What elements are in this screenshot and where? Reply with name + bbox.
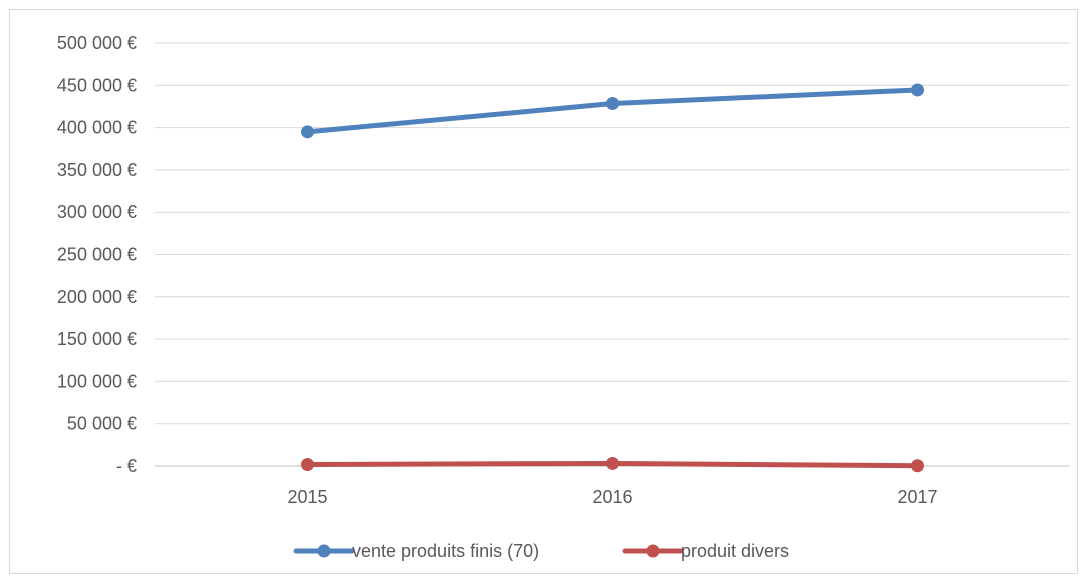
data-point: [606, 96, 619, 110]
x-axis-tick-labels: 2015 2016 2017: [287, 487, 937, 507]
series-1: [301, 456, 924, 473]
x-tick-label: 2015: [287, 487, 327, 507]
legend-label: produit divers: [681, 541, 789, 561]
legend-swatch-marker: [646, 544, 660, 558]
y-tick-label: 400 000 €: [57, 118, 137, 138]
data-point: [911, 459, 924, 473]
series-0: [301, 83, 924, 139]
y-tick-label: - €: [116, 456, 137, 476]
legend-item: vente produits finis (70): [293, 541, 539, 561]
series-layer: [301, 83, 924, 473]
y-axis-tick-labels: - € 50 000 € 100 000 € 150 000 € 200 000 € 25…: [57, 33, 137, 476]
data-point: [301, 125, 314, 139]
y-tick-label: 100 000 €: [57, 371, 137, 391]
y-tick-label: 450 000 €: [57, 75, 137, 95]
legend-swatch-marker: [317, 544, 331, 558]
data-point: [606, 456, 619, 470]
y-tick-label: 200 000 €: [57, 287, 137, 307]
x-tick-label: 2017: [897, 487, 937, 507]
y-tick-label: 250 000 €: [57, 245, 137, 265]
x-tick-label: 2016: [592, 487, 632, 507]
legend-label: vente produits finis (70): [352, 541, 539, 561]
data-point: [911, 83, 924, 97]
chart-area: [9, 9, 1078, 574]
legend-item: produit divers: [622, 541, 789, 561]
y-tick-label: 350 000 €: [57, 160, 137, 180]
y-tick-label: 50 000 €: [67, 414, 137, 434]
y-tick-label: 300 000 €: [57, 202, 137, 222]
legend: vente produits finis (70) produit divers: [293, 541, 789, 561]
data-point: [301, 457, 314, 471]
y-tick-label: 150 000 €: [57, 329, 137, 349]
y-tick-label: 500 000 €: [57, 33, 137, 53]
series-line: [305, 87, 920, 135]
